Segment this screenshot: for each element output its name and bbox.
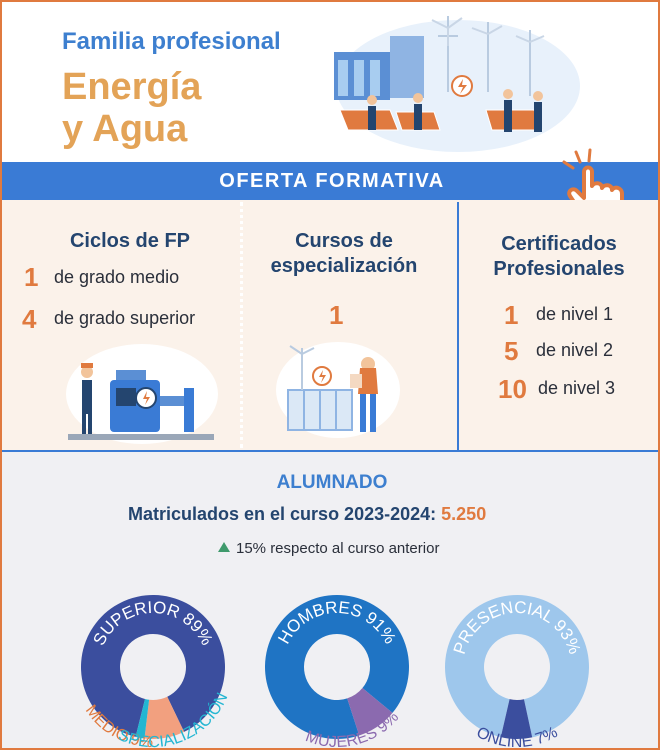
trend-text: 15% respecto al curso anterior [236,540,440,557]
donut-slice [144,696,185,739]
enrolled-value: 5.250 [441,504,487,524]
donut-slice [500,699,533,739]
cursos-count: 1 [329,300,344,330]
cert-nivel3-label: de nivel 3 [538,378,616,398]
gender-donut-chart: HOMBRES 91%MUJERES 9% [265,595,409,748]
trend-line: 15% respecto al curso anterior [218,540,439,557]
cursos-heading: Cursos de especialización [246,229,442,279]
certificados-heading-line2: Profesionales [493,258,625,280]
donut-slice [135,699,150,739]
cursos-heading-line1: Cursos de [295,230,393,252]
cert-nivel2-count: 5 [504,336,519,366]
cert-nivel1-label: de nivel 1 [536,304,614,324]
energy-plant-illustration [334,16,580,152]
modality-donut-chart: PRESENCIAL 93%ONLINE 7% [445,595,589,748]
cert-nivel2-label: de nivel 2 [536,340,614,360]
ciclos-medio-label: de grado medio [54,267,180,287]
family-title-line2: y Agua [62,108,188,150]
level-donut-chart: SUPERIOR 89%MEDIO 9%C. ESPECIALIZACIÓN 2… [41,549,232,748]
donut-slice [265,595,409,739]
section-divider [2,450,658,452]
offer-banner-title: OFERTA FORMATIVA [219,170,445,192]
ciclos-heading: Ciclos de FP [69,230,191,252]
industrial-equipment-illustration [66,344,218,444]
column-divider [457,202,459,452]
enrolled-line: Matriculados en el curso 2023-2024: 5.25… [128,504,486,525]
students-title: ALUMNADO [276,472,388,493]
family-subtitle: Familia profesional [62,28,281,55]
family-title-line1: Energía [62,66,202,108]
column-divider [240,202,243,448]
trend-up-icon [218,542,230,552]
certificados-heading: Certificados Profesionales [464,232,654,282]
donut-slice [80,595,225,737]
family-title: Energía y Agua [62,66,322,150]
cursos-heading-line2: especialización [270,255,418,277]
donut-slice [347,688,393,736]
solar-engineer-illustration [276,342,400,438]
cert-nivel1-count: 1 [504,300,519,330]
ciclos-superior-count: 4 [22,304,37,334]
ciclos-superior-label: de grado superior [54,308,196,328]
section-banner [2,162,658,200]
certificados-heading-line1: Certificados [501,233,617,255]
enrolled-label: Matriculados en el curso 2023-2024: [128,504,437,524]
cert-nivel3-count: 10 [498,374,527,404]
ciclos-medio-count: 1 [24,262,39,292]
donut-slice [445,595,589,738]
